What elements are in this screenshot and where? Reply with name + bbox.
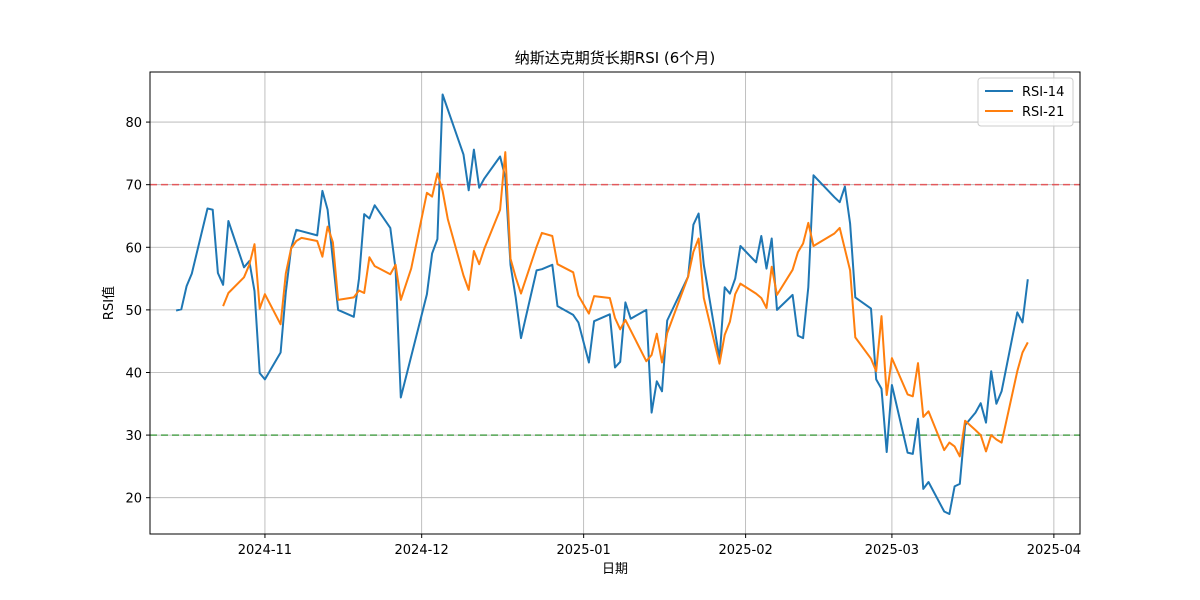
x-axis-label: 日期 xyxy=(602,562,628,577)
x-tick-label: 2024-12 xyxy=(395,543,449,558)
x-tick-label: 2025-02 xyxy=(718,543,772,558)
reference-lines xyxy=(150,183,1080,436)
x-tick-label: 2025-03 xyxy=(865,543,919,558)
x-tick-label: 2025-01 xyxy=(556,543,610,558)
y-tick-label: 30 xyxy=(125,429,142,444)
x-axis-ticks: 2024-11 2024-12 2025-01 2025-02 2025-03 2025-… xyxy=(238,534,1081,558)
y-tick-label: 20 xyxy=(125,492,142,507)
y-tick-label: 50 xyxy=(125,304,142,319)
y-tick-label: 60 xyxy=(125,241,142,256)
y-tick-label: 70 xyxy=(125,179,142,194)
y-tick-label: 40 xyxy=(125,366,142,381)
x-tick-label: 2024-11 xyxy=(238,543,292,558)
legend-label-rsi-14: RSI-14 xyxy=(1022,85,1064,100)
legend-label-rsi-21: RSI-21 xyxy=(1022,105,1064,120)
series-rsi-21 xyxy=(222,151,1029,458)
chart-title: 纳斯达克期货长期RSI (6个月) xyxy=(515,49,715,67)
y-tick-label: 80 xyxy=(125,116,142,131)
x-tick-label: 2025-04 xyxy=(1027,543,1081,558)
series-line-rsi-14 xyxy=(175,93,1029,515)
y-axis-label: RSI值 xyxy=(101,286,117,320)
legend: RSI-14 RSI-21 xyxy=(977,77,1074,127)
plot-area-frame xyxy=(149,71,1081,535)
series-lines xyxy=(175,93,1029,515)
y-axis-ticks: 20 30 40 50 60 70 80 xyxy=(125,116,150,507)
